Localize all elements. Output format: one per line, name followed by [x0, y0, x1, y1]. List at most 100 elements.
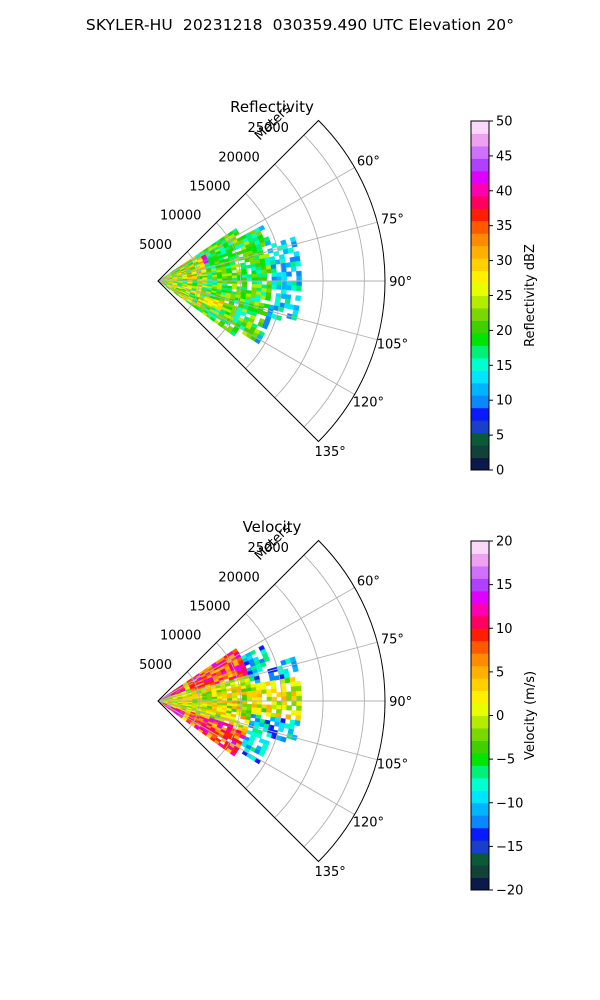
field-cell — [281, 700, 287, 706]
angle-tick-label: 135° — [314, 865, 345, 880]
field-cell — [271, 700, 278, 706]
colorbar-tick-label: 5 — [496, 429, 504, 444]
grid-spoke — [157, 280, 378, 341]
field-cell — [251, 284, 258, 289]
field-cell — [281, 696, 287, 702]
field-cell — [251, 280, 258, 285]
field-cell — [266, 708, 272, 714]
colorbar-tick-label: 45 — [496, 149, 513, 164]
colorbar-tick-label: 15 — [496, 578, 513, 593]
field-cell — [280, 267, 287, 273]
angle-tick-label: 60° — [357, 575, 380, 590]
colorbar-label: Velocity (m/s) — [523, 671, 538, 760]
angle-tick-label: 75° — [381, 633, 404, 648]
field-cell — [241, 271, 248, 276]
field-cell — [229, 750, 237, 757]
colorbar-swatch — [471, 665, 489, 679]
field-cell — [266, 280, 273, 286]
field-cell — [241, 697, 248, 702]
colorbar-swatch — [471, 752, 489, 766]
field-cell — [231, 275, 238, 279]
field-cell — [261, 704, 268, 709]
field-cell — [296, 705, 302, 712]
colorbar-tick-label: 0 — [496, 709, 504, 724]
radial-tick-label: 20000 — [218, 570, 259, 585]
figure-title: SKYLER-HU 20231218 030359.490 UTC Elevat… — [85, 16, 515, 34]
field-cell — [296, 270, 302, 277]
field-cell — [270, 684, 277, 690]
field-cell — [295, 260, 302, 267]
velocity-plot: Velocity 5000 10000 15000 20000 25000 60° 75° 9… — [139, 518, 412, 880]
field-cell — [241, 277, 248, 282]
radial-tick-label: 15000 — [189, 599, 230, 614]
field-cell — [271, 268, 277, 274]
radial-tick-label: 10000 — [160, 629, 201, 644]
field-cell — [281, 271, 287, 277]
field-cell — [236, 274, 243, 279]
radial-tick-label: 25000 — [248, 541, 289, 556]
colorbar-tick-label: 25 — [496, 289, 513, 304]
field-cell — [276, 276, 283, 282]
colorbar-tick-label: 20 — [496, 324, 513, 339]
colorbar-tick-label: −20 — [496, 884, 523, 899]
field-cell — [265, 712, 272, 718]
colorbar-swatch — [471, 740, 489, 754]
angle-tick-label: 90° — [389, 695, 412, 710]
colorbar-swatch — [471, 765, 489, 779]
field-cell — [290, 681, 297, 688]
field-cell — [251, 697, 258, 702]
field-cell — [241, 694, 248, 699]
field-cell — [256, 284, 263, 289]
colorbar-swatch — [471, 307, 489, 321]
field-cell — [271, 688, 277, 694]
colorbar-swatch — [471, 345, 489, 359]
field-cell — [270, 264, 277, 270]
field-cell — [240, 715, 247, 720]
field-cell — [217, 696, 223, 700]
field-cell — [290, 261, 297, 268]
colorbar-tick-label: 50 — [496, 115, 513, 130]
colorbar-swatch — [471, 715, 489, 729]
colorbar-tick-label: 0 — [496, 464, 504, 479]
field-cell — [276, 704, 282, 710]
colorbar-tick-label: 10 — [496, 394, 513, 409]
field-cell — [226, 275, 233, 279]
angle-tick-label: 75° — [381, 213, 404, 228]
colorbar-swatch — [471, 840, 489, 854]
grid-spoke — [157, 700, 355, 815]
field-cell — [261, 273, 268, 278]
field-cell — [286, 696, 292, 702]
angle-tick-label: 105° — [377, 757, 408, 772]
field-cell — [229, 330, 237, 337]
field-cell — [222, 275, 228, 279]
field-cell — [246, 694, 253, 699]
field-cell — [295, 685, 302, 692]
colorbar-swatch — [471, 827, 489, 841]
field-cell — [222, 695, 228, 699]
colorbar-swatch — [471, 445, 489, 459]
colorbar-swatch — [471, 158, 489, 172]
field-cell — [246, 697, 253, 702]
field-cell — [261, 323, 269, 330]
field-cell — [271, 272, 278, 278]
colorbar-swatch — [471, 270, 489, 284]
colorbar-swatch — [471, 615, 489, 629]
colorbar-tick-label: 15 — [496, 359, 513, 374]
field-cell — [296, 285, 302, 292]
field-cell — [276, 700, 283, 706]
radial-tick-label: 25000 — [248, 121, 289, 136]
field-cell — [295, 295, 302, 302]
colorbar-swatch — [471, 877, 489, 891]
field-cell — [296, 280, 302, 287]
field-cell — [235, 711, 242, 716]
colorbar-swatch — [471, 170, 489, 184]
field-cell — [256, 700, 263, 705]
colorbar-tick-label: 40 — [496, 184, 513, 199]
field-cell — [281, 280, 287, 286]
colorbar-swatch — [471, 295, 489, 309]
angle-tick-label: 90° — [389, 275, 412, 290]
field-cell — [286, 691, 292, 697]
colorbar-swatch — [471, 541, 489, 554]
grid-spoke — [157, 587, 355, 702]
field-cell — [281, 285, 287, 291]
